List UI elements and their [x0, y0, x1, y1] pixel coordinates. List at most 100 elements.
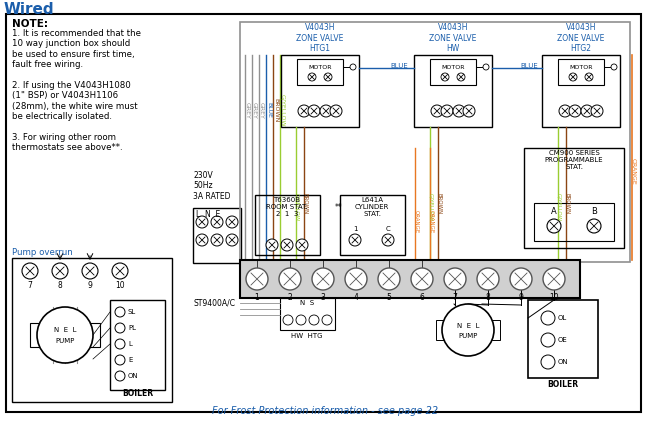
Circle shape: [442, 304, 494, 356]
Bar: [193, 208, 241, 263]
Text: GREY: GREY: [259, 102, 264, 119]
Circle shape: [296, 315, 306, 325]
Text: V4043H
ZONE VALVE
HTG1: V4043H ZONE VALVE HTG1: [296, 23, 344, 53]
Text: 1: 1: [353, 226, 357, 232]
Circle shape: [322, 315, 332, 325]
Circle shape: [309, 315, 319, 325]
Text: NOTE:: NOTE:: [12, 19, 48, 29]
Text: G/YELLOW: G/YELLOW: [556, 193, 562, 221]
Bar: [524, 148, 624, 248]
Circle shape: [312, 268, 334, 290]
Circle shape: [483, 64, 489, 70]
Text: 9: 9: [87, 281, 93, 290]
Circle shape: [441, 73, 449, 81]
Circle shape: [246, 268, 268, 290]
Circle shape: [463, 105, 475, 117]
Circle shape: [581, 105, 593, 117]
Text: G/YELLOW: G/YELLOW: [294, 193, 300, 221]
Circle shape: [585, 73, 593, 81]
Circle shape: [330, 105, 342, 117]
Text: GREY: GREY: [252, 102, 257, 119]
Text: ON: ON: [558, 359, 569, 365]
Text: 7: 7: [28, 281, 32, 290]
Circle shape: [308, 105, 320, 117]
Circle shape: [591, 105, 603, 117]
Text: T6360B
ROOM STAT.
2  1  3: T6360B ROOM STAT. 2 1 3: [266, 197, 308, 217]
Circle shape: [444, 268, 466, 290]
Circle shape: [587, 219, 601, 233]
Text: CM900 SERIES
PROGRAMMABLE
STAT.: CM900 SERIES PROGRAMMABLE STAT.: [545, 150, 603, 170]
Bar: [240, 22, 630, 262]
Text: G/YELLOW: G/YELLOW: [280, 94, 285, 126]
Text: C: C: [386, 226, 390, 232]
Bar: [240, 260, 580, 298]
Text: **: **: [335, 203, 343, 212]
Text: BOILER: BOILER: [547, 380, 578, 389]
Circle shape: [547, 219, 561, 233]
Text: MOTOR: MOTOR: [308, 65, 332, 70]
Text: 5: 5: [386, 293, 391, 302]
Text: BLUE: BLUE: [390, 63, 408, 69]
Circle shape: [510, 268, 532, 290]
Text: OL: OL: [558, 315, 567, 321]
Circle shape: [559, 105, 571, 117]
Circle shape: [211, 216, 223, 228]
Text: 3: 3: [320, 293, 325, 302]
Text: 230V
50Hz
3A RATED: 230V 50Hz 3A RATED: [193, 171, 230, 201]
Bar: [430, 59, 476, 85]
Circle shape: [320, 105, 332, 117]
Text: MOTOR: MOTOR: [441, 65, 465, 70]
Circle shape: [441, 105, 453, 117]
Circle shape: [226, 216, 238, 228]
Text: BROWN: BROWN: [303, 193, 307, 214]
Circle shape: [350, 64, 356, 70]
Text: 6: 6: [419, 293, 424, 302]
Circle shape: [457, 73, 465, 81]
Circle shape: [349, 234, 361, 246]
Bar: [528, 300, 598, 378]
Bar: [280, 298, 335, 330]
Bar: [340, 195, 405, 255]
Text: GREY: GREY: [245, 102, 250, 119]
Text: PL: PL: [128, 325, 136, 331]
Circle shape: [345, 268, 367, 290]
Bar: [492, 320, 500, 340]
Text: 1: 1: [255, 293, 259, 302]
Text: SL: SL: [128, 309, 137, 315]
Text: A: A: [551, 208, 557, 216]
Circle shape: [37, 307, 93, 363]
Text: BLUE: BLUE: [520, 63, 538, 69]
Circle shape: [411, 268, 433, 290]
Circle shape: [115, 307, 125, 317]
Bar: [297, 59, 343, 85]
Bar: [281, 55, 359, 127]
Circle shape: [52, 263, 68, 279]
Text: G/YELLOW: G/YELLOW: [428, 193, 433, 221]
Circle shape: [541, 355, 555, 369]
Circle shape: [569, 105, 581, 117]
Circle shape: [541, 311, 555, 325]
Circle shape: [308, 73, 316, 81]
Text: For Frost Protection information - see page 22: For Frost Protection information - see p…: [212, 406, 438, 416]
Text: ON: ON: [128, 373, 138, 379]
Text: 7: 7: [452, 293, 457, 302]
Text: Wired: Wired: [4, 2, 54, 17]
Circle shape: [211, 234, 223, 246]
Text: 4: 4: [353, 293, 358, 302]
Text: 9: 9: [518, 293, 523, 302]
Text: V4043H
ZONE VALVE
HTG2: V4043H ZONE VALVE HTG2: [557, 23, 605, 53]
Circle shape: [112, 263, 128, 279]
Text: Pump overrun: Pump overrun: [12, 248, 72, 257]
Text: PUMP: PUMP: [458, 333, 477, 339]
Circle shape: [543, 268, 565, 290]
Circle shape: [196, 216, 208, 228]
Bar: [110, 300, 165, 390]
Text: E: E: [128, 357, 133, 363]
Text: N  E  L: N E L: [54, 327, 76, 333]
Circle shape: [115, 371, 125, 381]
Text: ORANGE: ORANGE: [428, 210, 433, 233]
Circle shape: [378, 268, 400, 290]
Circle shape: [541, 333, 555, 347]
Text: N  S: N S: [300, 300, 314, 306]
Circle shape: [283, 315, 293, 325]
